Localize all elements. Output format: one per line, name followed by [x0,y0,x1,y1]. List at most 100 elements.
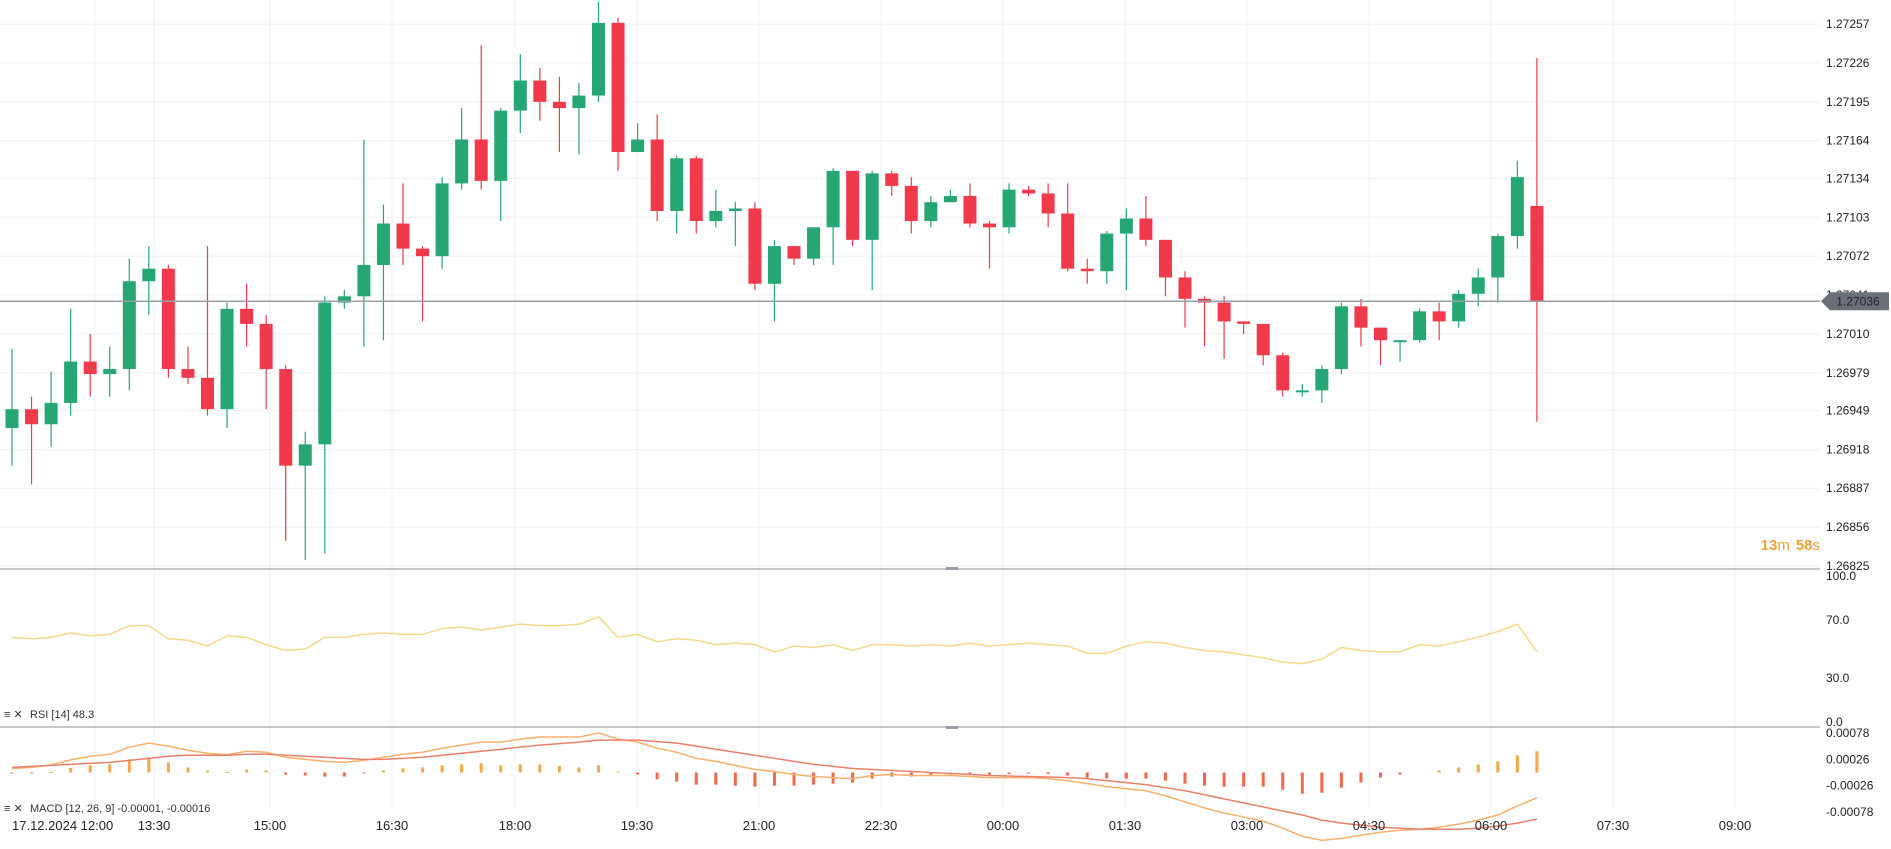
macd-histogram-bar [968,772,972,775]
candle [846,170,860,247]
rsi-legend[interactable]: ≡ ✕ RSI [14] 48.3 [4,709,94,721]
macd-menu-icon[interactable]: ≡ ✕ [4,803,23,815]
candle-body [983,223,996,228]
candle [1041,183,1055,228]
candle-body [1217,302,1231,322]
macd-histogram-bar [30,772,34,774]
candle-body [1354,306,1368,328]
pane-resize-handle-macd[interactable] [946,726,958,729]
candlestick-series [5,1,1544,560]
candle-body [494,110,508,181]
candle-body [787,246,801,259]
macd-histogram-bar [69,767,73,773]
candle-body [474,139,488,181]
candle [494,108,508,222]
macd-histogram-bar [460,764,464,773]
macd-histogram-bar [479,763,483,773]
time-tick-label: 19:30 [621,818,654,833]
price-tick-label: 1.26887 [1826,481,1870,495]
candle-body [240,308,254,324]
macd-histogram-bar [245,769,249,773]
candle [670,155,684,234]
current-price-tag-bg [1821,292,1889,311]
price-tick-label: 1.27010 [1826,327,1870,341]
price-tick-label: 1.26979 [1826,366,1870,380]
candle [631,123,645,153]
candle-body [1041,193,1055,214]
macd-tick-label: 0.00078 [1826,726,1870,740]
candle-body [552,101,566,109]
rsi-pane: 100.0 70.0 30.0 0.0 [11,569,1856,729]
time-tick-label: 16:30 [376,818,409,833]
time-axis[interactable]: 17.12.2024 12:00 13:30 15:00 16:30 18:00 19:3… [12,818,1751,833]
price-tick-label: 1.27257 [1826,17,1870,31]
price-tick-label: 1.27195 [1826,95,1870,109]
candle-body [1100,233,1114,272]
candle-body [142,268,156,282]
candle-body [670,158,684,211]
macd-histogram-bar [1144,772,1148,779]
pane-resize-handle-rsi[interactable] [946,567,958,570]
candle-body [1491,236,1505,278]
macd-histogram-bar [1476,764,1480,773]
candle [376,204,390,341]
macd-histogram-bar [772,772,776,786]
candle-body [1080,268,1094,272]
macd-tick-label: -0.00078 [1826,805,1874,819]
time-tick-label: 04:30 [1353,818,1386,833]
price-axis[interactable]: 1.27257 1.27226 1.27195 1.27164 1.27134 1.271… [1826,17,1870,573]
candle [1315,365,1329,403]
candle [924,195,938,228]
candle [1080,258,1094,284]
candle [1413,308,1427,343]
candle-body [64,361,78,403]
time-tick-label: 22:30 [865,818,898,833]
macd-histogram-bar [909,772,913,777]
candle-body [689,158,703,222]
macd-histogram-bar [812,772,816,785]
candle [142,246,156,316]
macd-histogram-bar [733,772,737,786]
macd-label: MACD [12, 26, 9] -0.00001, -0.00016 [30,803,210,815]
candle-body [279,369,293,466]
macd-histogram-bar [1242,772,1246,787]
time-tick-label: 18:00 [499,818,532,833]
candle [1198,296,1212,347]
candle [298,431,312,560]
candle-body [201,377,214,410]
candle [904,177,918,234]
countdown-seconds-unit: s [1813,537,1821,554]
candle-body [513,80,527,111]
candle [592,1,605,102]
macd-legend[interactable]: ≡ ✕ MACD [12, 26, 9] -0.00001, -0.00016 [4,803,210,815]
candle-body [767,246,781,284]
time-tick-label: 07:30 [1597,818,1630,833]
candle-body [1471,277,1485,294]
macd-histogram-bar [1203,772,1207,786]
candle-body [1119,218,1133,234]
macd-histogram-bar [499,765,503,773]
time-tick-label: 03:00 [1231,818,1264,833]
macd-histogram-bar [1027,772,1031,774]
macd-histogram-bar [1007,772,1011,775]
macd-histogram-bar [362,772,366,774]
rsi-tick-label: 100.0 [1826,569,1856,583]
candle [1452,290,1466,328]
macd-histogram-bar [714,772,718,785]
candle-body [44,402,58,425]
candle-body [1530,205,1544,302]
macd-histogram-bar [1320,772,1324,793]
candle-body [924,202,938,222]
candle-body [220,308,234,410]
candle [1354,298,1368,347]
rsi-menu-icon[interactable]: ≡ ✕ [4,709,23,721]
candle [650,114,664,222]
countdown-seconds: 58 [1796,537,1813,554]
candle-body [572,95,586,109]
macd-histogram-bar [1359,772,1363,783]
candle [1510,160,1524,249]
candle-body [1295,390,1309,393]
candle-body [885,173,899,186]
candle-body [631,139,645,153]
